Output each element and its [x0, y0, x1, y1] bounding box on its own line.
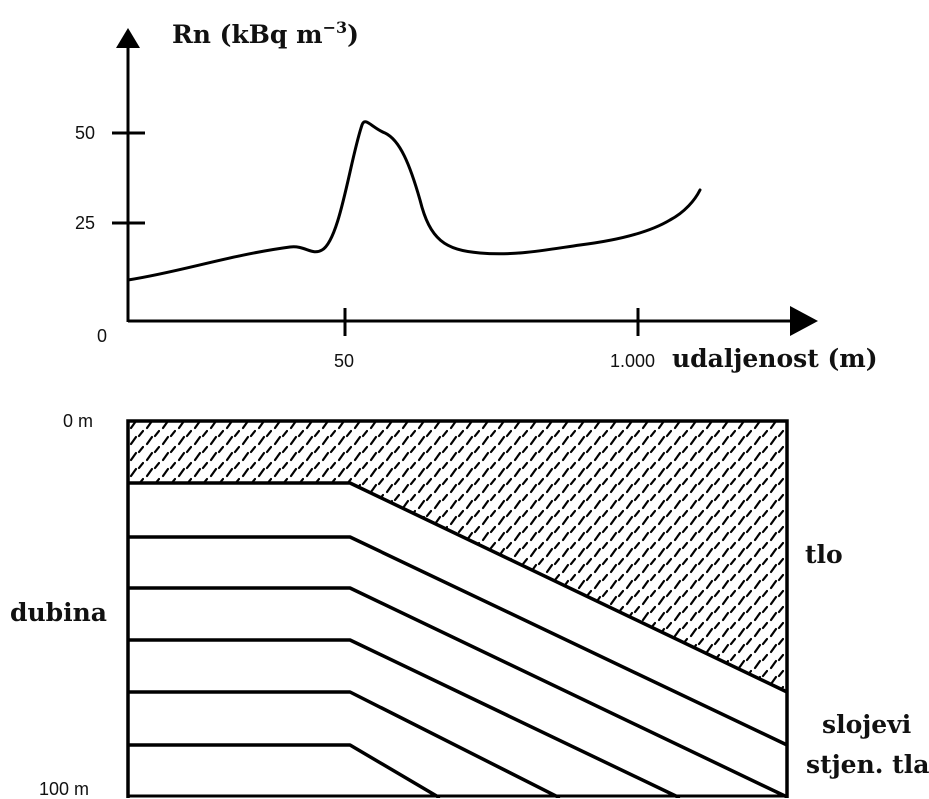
y-axis-title: Rn (kBq m−3) — [172, 18, 359, 49]
x-axis-arrowhead — [790, 306, 818, 336]
depth-bottom-label: 100 m — [39, 779, 90, 799]
y-axis-title-close: ) — [347, 20, 359, 49]
radon-curve — [126, 120, 702, 282]
depth-top-label: 0 m — [63, 411, 94, 431]
layer-boundary-4 — [128, 638, 681, 798]
y-tick-label-50: 50 — [75, 123, 96, 143]
x-axis-title: udaljenost (m) — [672, 344, 878, 373]
rock-label-line2: stjen. tla — [806, 750, 929, 779]
layer-boundary-6 — [128, 743, 441, 798]
y-tick-label-25: 25 — [75, 213, 96, 233]
layer-boundary-2 — [128, 535, 787, 747]
y-axis-title-exponent: −3 — [322, 18, 348, 37]
y-tick-label-0: 0 — [97, 326, 108, 346]
section-frame — [126, 419, 789, 798]
y-axis-arrowhead — [116, 28, 140, 48]
radon-chart — [112, 28, 818, 336]
layer-boundary-5 — [128, 690, 561, 798]
layer-boundary-1 — [128, 481, 787, 694]
soil-layer — [128, 421, 787, 692]
x-tick-label-1000: 1.000 — [610, 351, 656, 371]
rock-layers — [128, 481, 787, 798]
soil-label: tlo — [805, 540, 843, 569]
y-axis-title-text: Rn (kBq m — [172, 20, 323, 49]
depth-label: dubina — [10, 598, 108, 627]
rock-label-line1: slojevi — [822, 710, 912, 739]
layer-boundary-3 — [128, 586, 787, 798]
x-tick-label-50: 50 — [334, 351, 355, 371]
